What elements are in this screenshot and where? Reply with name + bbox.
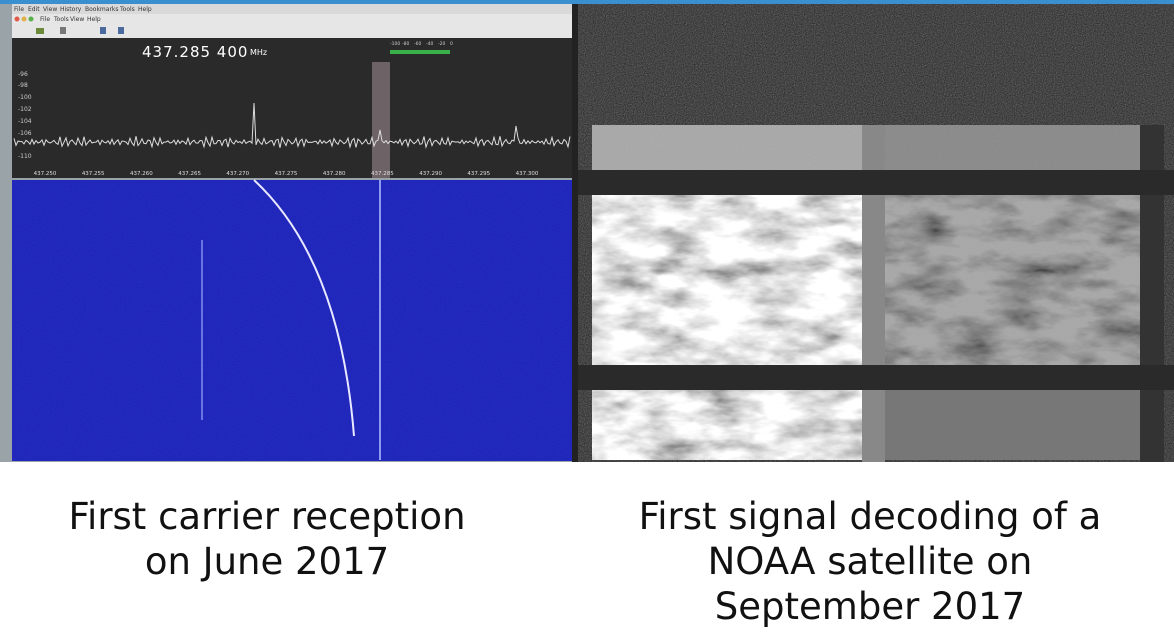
menu-item: Tools: [119, 6, 135, 13]
caption-right: First signal decoding of a NOAA satellit…: [590, 494, 1150, 629]
freq-tick: 437.285: [371, 171, 394, 177]
menu-item: File: [14, 6, 24, 13]
meter-tick: -100: [390, 41, 400, 47]
level-tick: -98: [18, 82, 28, 89]
photos: File Edit View History Bookmarks Tools HelpFil…: [0, 4, 1174, 462]
level-tick: -110: [18, 153, 32, 160]
image-frame: [885, 195, 1140, 365]
level-tick: -102: [18, 106, 32, 113]
level-tick: -106: [18, 130, 32, 137]
caption-line: NOAA satellite on: [707, 540, 1033, 583]
menu-item: View: [43, 6, 57, 13]
freq-tick: 437.300: [516, 171, 539, 177]
top-border: [0, 0, 1174, 4]
freq-tick: 437.255: [82, 171, 105, 177]
frequency: 437.285 400: [142, 43, 248, 61]
meter-tick: -80: [402, 41, 409, 47]
freq-tick: 437.270: [226, 171, 249, 177]
freq-tick: 437.290: [419, 171, 442, 177]
menu-item: History: [60, 6, 82, 13]
menu-item: Bookmarks: [85, 6, 119, 13]
menu-item: Help: [87, 16, 101, 23]
freq-tick: 437.250: [34, 171, 57, 177]
menu-item: File: [40, 16, 50, 23]
filter-band: [372, 62, 390, 178]
level-tick: -100: [18, 94, 32, 101]
menu-bar: [12, 4, 576, 14]
level-tick: -96: [18, 71, 28, 78]
caption-left: First carrier reception on June 2017: [0, 494, 547, 584]
caption-line: on June 2017: [144, 540, 390, 583]
image-frame: [592, 195, 862, 365]
freq-tick: 437.280: [323, 171, 346, 177]
menu-item: Tools: [53, 16, 69, 23]
meter-tick: -20: [438, 41, 445, 47]
freq-tick: 437.275: [275, 171, 298, 177]
meter-tick: 0: [450, 41, 453, 47]
level-tick: -104: [18, 118, 32, 125]
spectrum-trace: [13, 102, 571, 150]
meter-tick: -60: [414, 41, 421, 47]
caption-line: First signal decoding of a: [638, 495, 1102, 538]
frequency-unit: MHz: [250, 48, 267, 57]
freq-tick: 437.265: [178, 171, 201, 177]
freq-tick: 437.295: [467, 171, 490, 177]
menu-item: View: [70, 16, 84, 23]
spectrum-panel: [12, 38, 574, 178]
freq-tick: 437.260: [130, 171, 153, 177]
meter-tick: -40: [426, 41, 433, 47]
menu-item: Help: [138, 6, 152, 13]
caption-line: September 2017: [714, 585, 1026, 628]
menu-item: Edit: [28, 6, 40, 13]
caption-line: First carrier reception: [68, 495, 466, 538]
